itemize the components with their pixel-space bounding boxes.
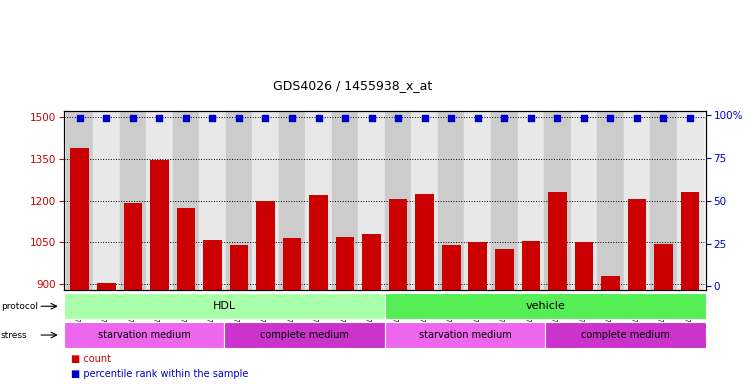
Point bbox=[207, 115, 219, 121]
Point bbox=[392, 115, 404, 121]
Bar bbox=[544, 111, 571, 290]
Bar bbox=[389, 199, 408, 384]
Point bbox=[472, 115, 484, 121]
Text: vehicle: vehicle bbox=[526, 301, 566, 311]
Bar bbox=[150, 160, 169, 384]
Bar bbox=[199, 111, 226, 290]
Text: starvation medium: starvation medium bbox=[419, 330, 511, 340]
Bar bbox=[230, 245, 249, 384]
Bar bbox=[680, 192, 699, 384]
Bar bbox=[67, 111, 93, 290]
Bar bbox=[385, 293, 706, 319]
Bar bbox=[336, 237, 354, 384]
Bar bbox=[495, 250, 514, 384]
Text: protocol: protocol bbox=[1, 302, 38, 311]
Point bbox=[233, 115, 245, 121]
Bar bbox=[412, 111, 438, 290]
Point bbox=[101, 115, 113, 121]
Bar bbox=[442, 245, 460, 384]
Text: starvation medium: starvation medium bbox=[98, 330, 191, 340]
Bar bbox=[176, 208, 195, 384]
Bar bbox=[571, 111, 597, 290]
Point bbox=[657, 115, 669, 121]
Point bbox=[312, 115, 324, 121]
Text: GDS4026 / 1455938_x_at: GDS4026 / 1455938_x_at bbox=[273, 79, 433, 92]
Point bbox=[74, 115, 86, 121]
Bar bbox=[548, 192, 567, 384]
Text: complete medium: complete medium bbox=[260, 330, 349, 340]
Bar bbox=[362, 234, 381, 384]
Bar bbox=[385, 322, 545, 348]
Point bbox=[498, 115, 510, 121]
Bar bbox=[358, 111, 385, 290]
Point bbox=[578, 115, 590, 121]
Bar bbox=[71, 147, 89, 384]
Bar bbox=[575, 242, 593, 384]
Bar bbox=[256, 200, 275, 384]
Bar bbox=[623, 111, 650, 290]
Text: ■ count: ■ count bbox=[71, 354, 111, 364]
Bar bbox=[123, 204, 142, 384]
Bar bbox=[332, 111, 358, 290]
Point bbox=[684, 115, 696, 121]
Bar bbox=[491, 111, 517, 290]
Point bbox=[418, 115, 430, 121]
Point bbox=[339, 115, 351, 121]
Bar bbox=[464, 111, 491, 290]
Bar bbox=[226, 111, 252, 290]
Bar bbox=[650, 111, 677, 290]
Bar bbox=[415, 194, 434, 384]
Bar bbox=[469, 242, 487, 384]
Point bbox=[286, 115, 298, 121]
Point bbox=[260, 115, 272, 121]
Point bbox=[180, 115, 192, 121]
Bar bbox=[252, 111, 279, 290]
Bar bbox=[628, 199, 647, 384]
Bar bbox=[597, 111, 623, 290]
Point bbox=[127, 115, 139, 121]
Bar bbox=[279, 111, 306, 290]
Point bbox=[525, 115, 537, 121]
Text: complete medium: complete medium bbox=[581, 330, 670, 340]
Text: ■ percentile rank within the sample: ■ percentile rank within the sample bbox=[71, 369, 249, 379]
Bar bbox=[309, 195, 328, 384]
Text: stress: stress bbox=[1, 331, 27, 339]
Point bbox=[551, 115, 563, 121]
Bar bbox=[601, 276, 620, 384]
Bar bbox=[282, 238, 301, 384]
Bar bbox=[64, 322, 225, 348]
Bar bbox=[438, 111, 464, 290]
Bar bbox=[225, 322, 385, 348]
Bar bbox=[545, 322, 706, 348]
Bar bbox=[97, 283, 116, 384]
Bar bbox=[677, 111, 703, 290]
Point bbox=[605, 115, 617, 121]
Bar bbox=[64, 293, 385, 319]
Bar bbox=[385, 111, 412, 290]
Bar bbox=[173, 111, 199, 290]
Point bbox=[153, 115, 165, 121]
Bar bbox=[203, 240, 222, 384]
Bar bbox=[521, 241, 540, 384]
Point bbox=[366, 115, 378, 121]
Bar bbox=[306, 111, 332, 290]
Point bbox=[445, 115, 457, 121]
Bar bbox=[93, 111, 119, 290]
Bar bbox=[517, 111, 544, 290]
Bar bbox=[146, 111, 173, 290]
Point bbox=[631, 115, 643, 121]
Text: HDL: HDL bbox=[213, 301, 236, 311]
Bar bbox=[119, 111, 146, 290]
Bar bbox=[654, 244, 673, 384]
